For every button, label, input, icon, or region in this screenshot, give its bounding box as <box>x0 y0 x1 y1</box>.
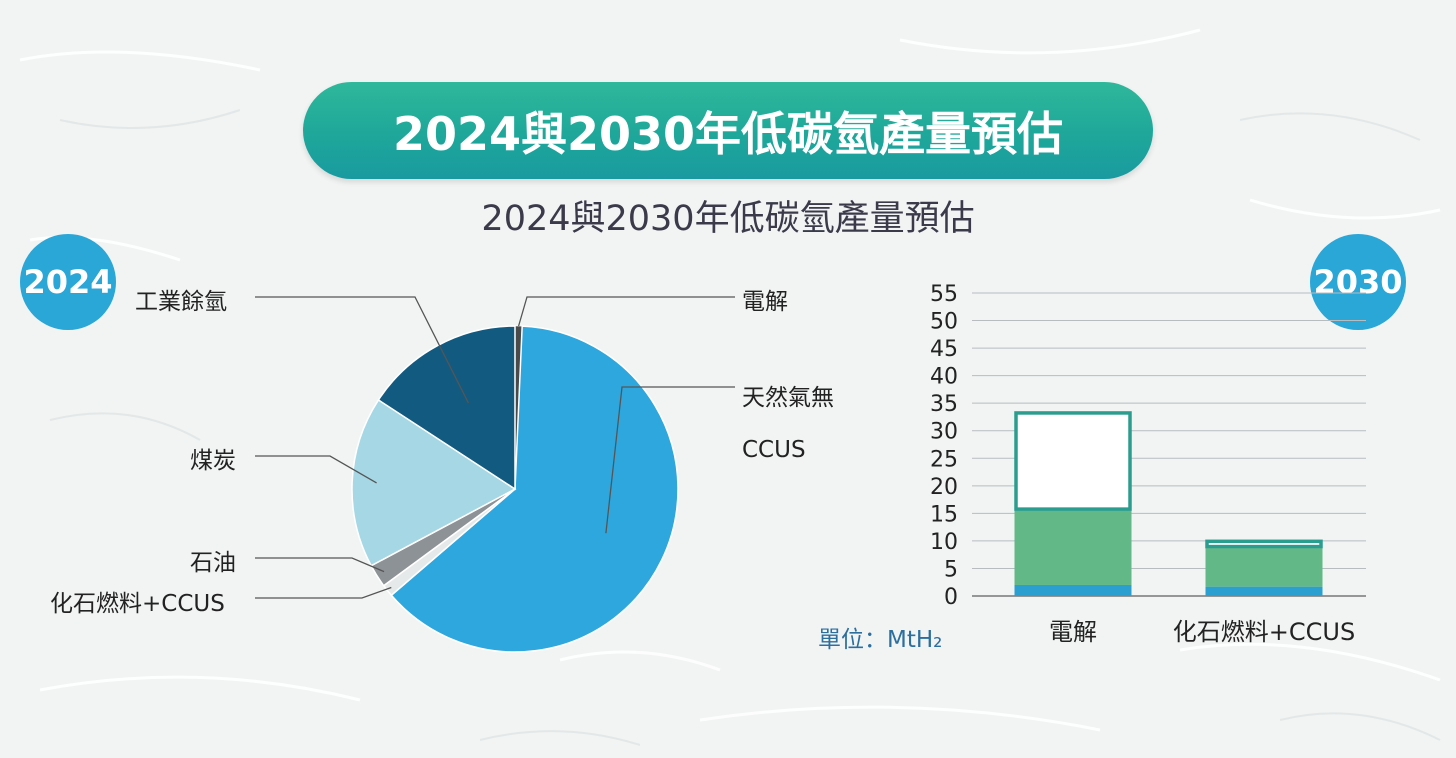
pie-slice-coal <box>351 398 517 567</box>
y-tick-label: 10 <box>930 530 958 555</box>
y-tick-label: 0 <box>944 585 958 610</box>
leader-coal <box>255 455 377 484</box>
pie-label-industrial: 工業餘氫 <box>135 289 227 315</box>
bar-electrolysis-segment-2 <box>1014 411 1132 511</box>
bar-electrolysis-segment-0 <box>1014 584 1132 596</box>
subtitle: 2024與2030年低碳氫產量預估 <box>481 199 975 239</box>
y-tick-label: 55 <box>930 282 958 307</box>
pie-slice-natural-gas <box>390 325 679 653</box>
leader-oil <box>255 557 385 573</box>
title-banner: 2024與2030年低碳氫產量預估 <box>303 82 1153 179</box>
y-tick-label: 40 <box>930 365 958 390</box>
y-tick-label: 20 <box>930 475 958 500</box>
x-category-label: 電解 <box>1049 618 1097 646</box>
y-tick-label: 35 <box>930 392 958 417</box>
bar-fossil-ccus-segment-0 <box>1205 586 1323 596</box>
pie-label-oil: 石油 <box>190 550 236 576</box>
leader-fossil-ccus <box>255 586 392 599</box>
x-category-label: 化石燃料+CCUS <box>1173 618 1355 646</box>
main-title: 2024與2030年低碳氫產量預估 <box>392 106 1064 161</box>
leader-natural-gas <box>605 386 735 534</box>
pie-label-fossil-ccus: 化石燃料+CCUS <box>50 591 225 617</box>
bar-electrolysis-segment-1 <box>1014 510 1132 585</box>
year-badge-2030: 2030 <box>1310 234 1406 330</box>
bar-fossil-ccus-segment-1 <box>1205 548 1323 587</box>
pie-label-coal: 煤炭 <box>190 448 236 474</box>
leader-industrial <box>255 296 469 404</box>
y-tick-label: 30 <box>930 420 958 445</box>
y-tick-label: 15 <box>930 502 958 527</box>
y-tick-label: 50 <box>930 310 958 335</box>
bar-fossil-ccus-segment-2 <box>1205 539 1323 549</box>
year-badge-2024: 2024 <box>20 234 116 330</box>
y-tick-label: 25 <box>930 447 958 472</box>
y-tick-label: 5 <box>944 557 958 582</box>
pie-label-natural-gas: 天然氣無CCUS <box>742 385 834 463</box>
unit-label: 單位：MtH₂ <box>818 627 943 653</box>
y-tick-label: 45 <box>930 337 958 362</box>
leader-electrolysis <box>517 296 735 327</box>
pie-slice-industrial <box>377 325 516 491</box>
pie-label-electrolysis: 電解 <box>742 289 788 315</box>
